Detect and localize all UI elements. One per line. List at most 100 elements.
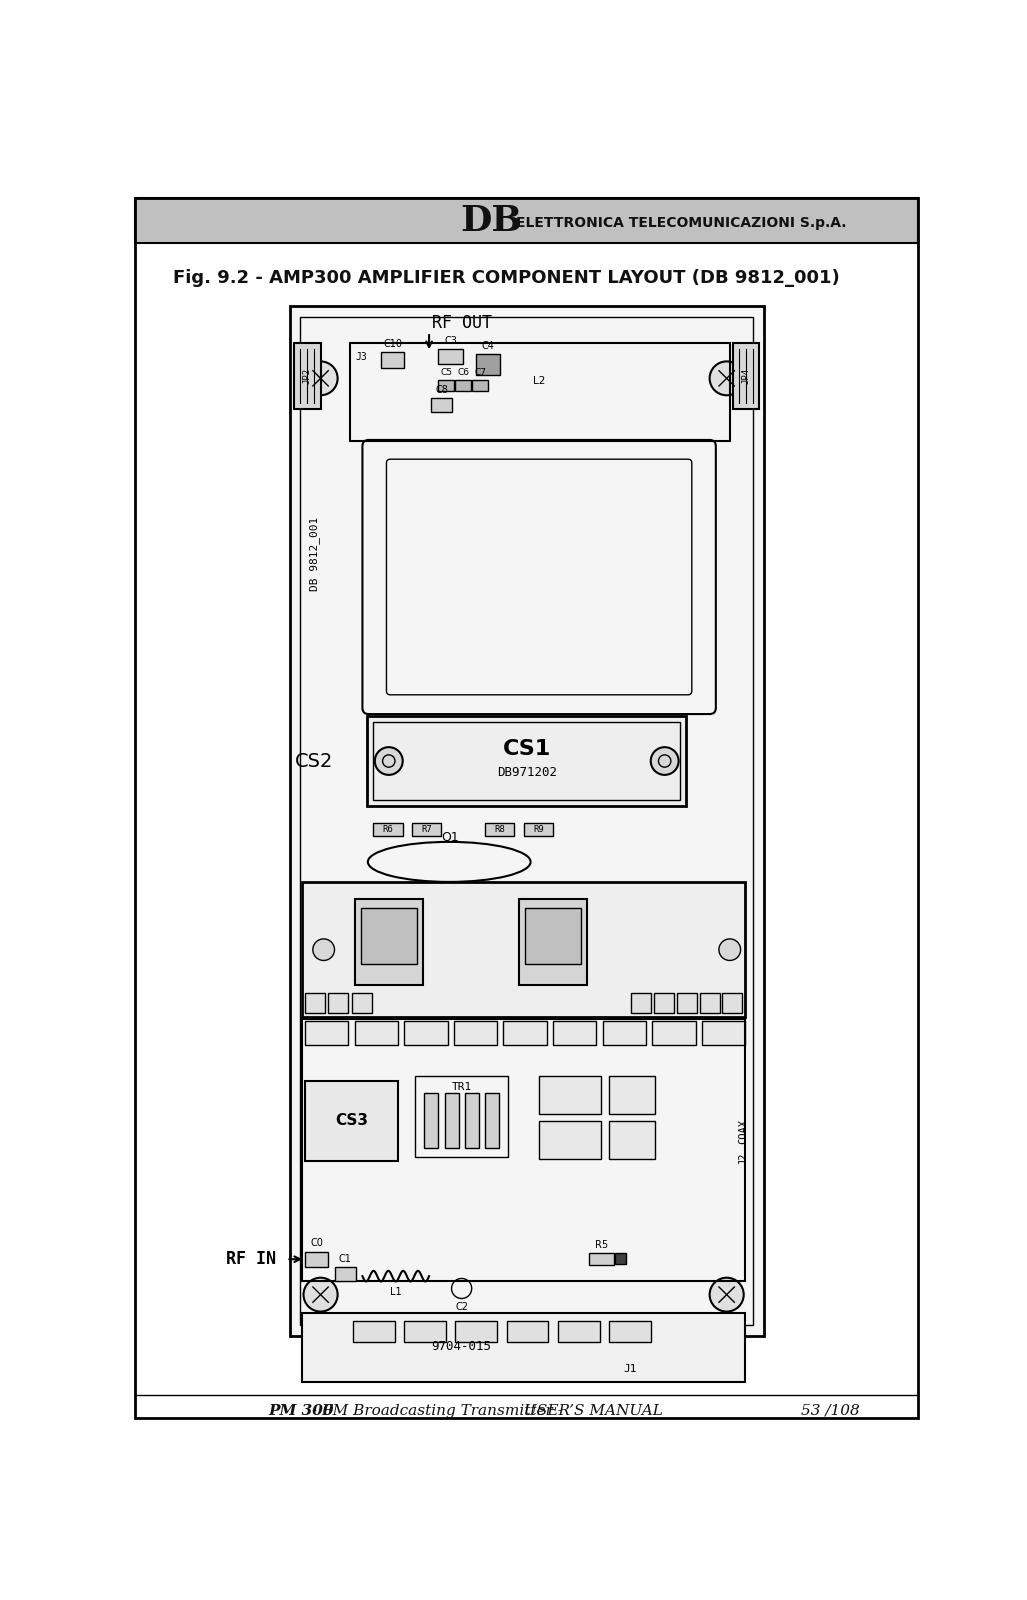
Bar: [302, 882, 746, 1018]
Bar: [445, 1093, 458, 1149]
Bar: [373, 824, 403, 835]
Bar: [455, 1322, 497, 1342]
Text: Q1: Q1: [442, 830, 459, 843]
Text: R5: R5: [595, 1240, 608, 1250]
Text: USER’S MANUAL: USER’S MANUAL: [524, 1403, 662, 1418]
Text: DB971202: DB971202: [497, 766, 557, 779]
Text: J3: J3: [355, 352, 367, 362]
Bar: [485, 824, 515, 835]
Text: CS1: CS1: [502, 739, 550, 760]
Text: R7: R7: [421, 826, 432, 834]
Bar: [615, 1253, 625, 1264]
Bar: [412, 824, 442, 835]
Bar: [415, 1075, 508, 1157]
Bar: [302, 1019, 746, 1280]
Text: C1: C1: [339, 1254, 352, 1264]
Bar: [305, 1251, 329, 1267]
Bar: [354, 1021, 398, 1045]
Text: DB 9812_001: DB 9812_001: [309, 517, 319, 590]
Bar: [360, 909, 417, 963]
Bar: [609, 1120, 655, 1158]
Bar: [439, 349, 463, 365]
Text: R8: R8: [494, 826, 505, 834]
Bar: [524, 824, 554, 835]
Bar: [405, 1322, 446, 1342]
Bar: [472, 379, 488, 390]
Text: C4: C4: [482, 341, 494, 350]
Bar: [465, 1093, 479, 1149]
Circle shape: [710, 1278, 744, 1312]
Bar: [609, 1075, 655, 1115]
Bar: [305, 992, 326, 1013]
Text: RF IN: RF IN: [226, 1250, 276, 1269]
Bar: [381, 352, 405, 368]
Bar: [733, 342, 759, 410]
Bar: [305, 1021, 348, 1045]
Text: R6: R6: [383, 826, 393, 834]
Bar: [290, 306, 764, 1336]
Bar: [353, 1322, 395, 1342]
Text: C6: C6: [457, 368, 469, 376]
Text: ELETTRONICA TELECOMUNICAZIONI S.p.A.: ELETTRONICA TELECOMUNICAZIONI S.p.A.: [516, 216, 846, 230]
Text: C5: C5: [441, 368, 452, 376]
Bar: [654, 992, 674, 1013]
Bar: [700, 992, 721, 1013]
Bar: [430, 398, 452, 413]
Bar: [631, 992, 651, 1013]
Bar: [405, 1021, 448, 1045]
Text: C3: C3: [445, 336, 457, 346]
Text: C7: C7: [474, 368, 486, 376]
Bar: [506, 1322, 548, 1342]
Text: Fig. 9.2 - AMP300 AMPLIFIER COMPONENT LAYOUT (DB 9812_001): Fig. 9.2 - AMP300 AMPLIFIER COMPONENT LA…: [174, 269, 840, 288]
Bar: [503, 1021, 546, 1045]
Text: 53 /108: 53 /108: [801, 1403, 860, 1418]
Bar: [476, 354, 500, 376]
Bar: [302, 1314, 746, 1382]
Text: TR1: TR1: [452, 1082, 471, 1091]
Bar: [367, 715, 686, 806]
Bar: [722, 992, 743, 1013]
Bar: [558, 1322, 600, 1342]
Bar: [525, 909, 581, 963]
Bar: [609, 1322, 651, 1342]
Bar: [301, 317, 753, 1325]
Bar: [554, 1021, 597, 1045]
Text: RF OUT: RF OUT: [431, 314, 492, 331]
Text: - FM Broadcasting Transmitter -: - FM Broadcasting Transmitter -: [312, 1403, 568, 1418]
Bar: [677, 992, 697, 1013]
Bar: [294, 342, 320, 410]
Bar: [539, 1075, 601, 1115]
Bar: [454, 1021, 497, 1045]
Text: CS2: CS2: [295, 752, 334, 771]
Bar: [701, 1021, 746, 1045]
Bar: [439, 379, 454, 390]
Circle shape: [304, 362, 338, 395]
Text: C2: C2: [455, 1302, 468, 1312]
Bar: [351, 992, 372, 1013]
Bar: [485, 1093, 499, 1149]
Bar: [305, 1080, 398, 1162]
Bar: [354, 899, 423, 986]
Bar: [603, 1021, 646, 1045]
Bar: [588, 1253, 613, 1266]
Bar: [424, 1093, 439, 1149]
Circle shape: [719, 939, 740, 960]
Bar: [350, 342, 730, 442]
Bar: [335, 1267, 356, 1280]
Text: JP4: JP4: [741, 368, 751, 384]
Text: COAX: COAX: [738, 1118, 749, 1144]
Text: PM 300: PM 300: [268, 1403, 334, 1418]
Circle shape: [375, 747, 403, 774]
Text: 9704-015: 9704-015: [431, 1341, 492, 1354]
Bar: [135, 198, 918, 243]
Circle shape: [313, 939, 335, 960]
Text: R9: R9: [533, 826, 543, 834]
Text: CS3: CS3: [335, 1114, 368, 1128]
Text: C8: C8: [435, 386, 448, 395]
Text: C10: C10: [383, 339, 403, 349]
Text: J1: J1: [623, 1363, 638, 1373]
Text: C0: C0: [310, 1238, 324, 1248]
Bar: [652, 1021, 695, 1045]
Text: DB: DB: [460, 205, 522, 238]
Circle shape: [651, 747, 679, 774]
